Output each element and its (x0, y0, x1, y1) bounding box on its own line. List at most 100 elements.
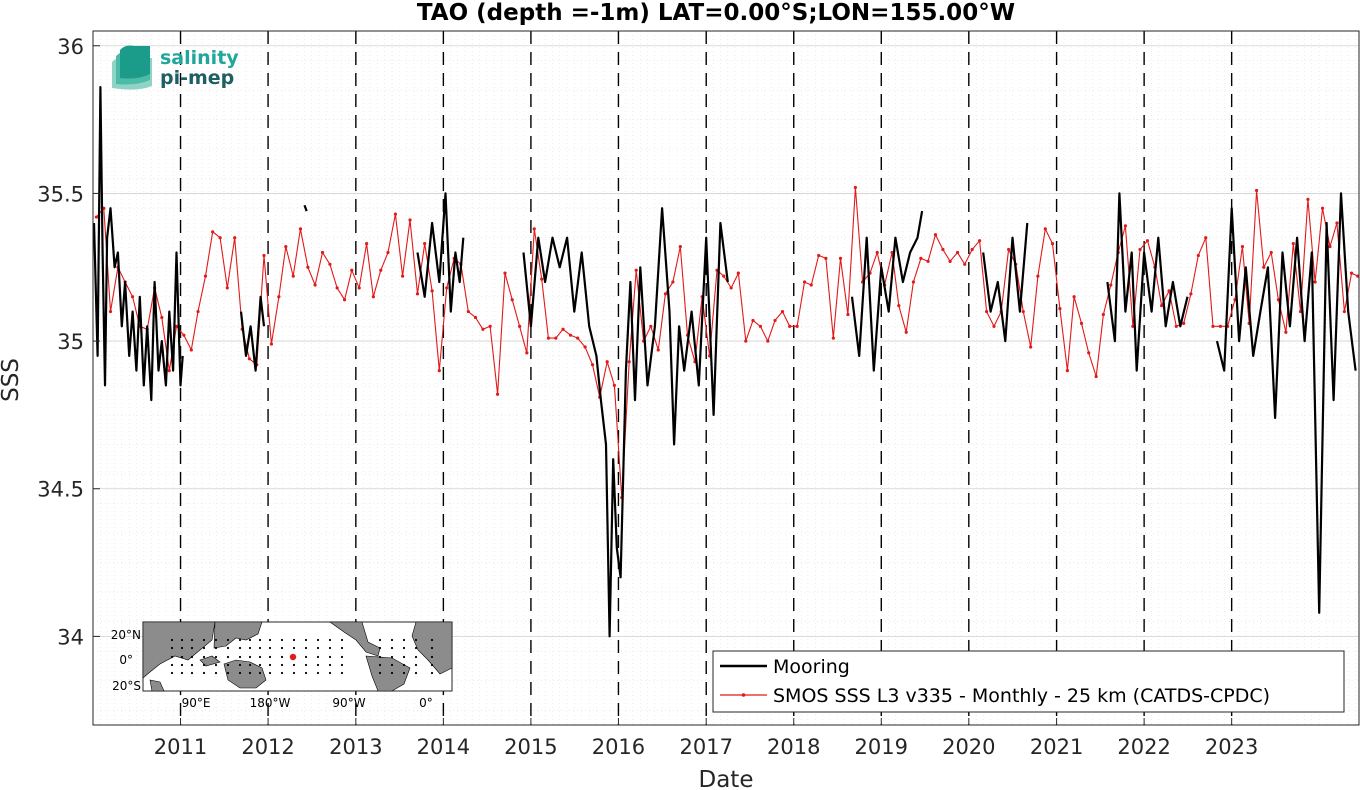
inset-dot (280, 638, 284, 642)
smos-point (911, 280, 916, 284)
smos-point (955, 250, 960, 255)
smos-point (1328, 244, 1332, 249)
smos-point (1240, 244, 1245, 249)
smos-point (350, 268, 354, 272)
smos-point (284, 244, 288, 249)
inset-dot (304, 655, 308, 659)
smos-point (576, 336, 580, 340)
smos-point (634, 268, 638, 272)
smos-point (1269, 250, 1273, 255)
smos-point (1079, 321, 1084, 325)
inset-dot (202, 638, 206, 642)
smos-point (1349, 271, 1354, 275)
inset-dot (328, 671, 332, 675)
smos-point (1043, 227, 1047, 231)
inset-xtick-90w: 90°W (332, 696, 365, 710)
chart-title: TAO (depth =-1m) LAT=0.00°S;LON=155.00°W (417, 0, 1015, 26)
smos-point (291, 274, 295, 278)
smos-point (445, 286, 449, 290)
inset-dot (170, 638, 174, 642)
smos-point (1291, 242, 1295, 246)
smos-point (1276, 298, 1281, 302)
mooring-segment-9 (1215, 192, 1357, 614)
inset-dot (226, 671, 230, 675)
smos-point (1094, 374, 1098, 379)
inset-dot (390, 671, 394, 675)
smos-point (824, 256, 828, 260)
smos-point (167, 369, 171, 373)
inset-landmass-africa-tip (149, 679, 165, 692)
inset-dot (304, 646, 308, 650)
smos-point (218, 236, 222, 240)
smos-point (1306, 197, 1310, 201)
smos-point (758, 324, 763, 328)
mooring-segment-6 (850, 210, 924, 372)
xtick-label-2013: 2013 (329, 735, 382, 759)
inset-dot (248, 671, 252, 675)
inset-dot (190, 646, 194, 650)
xtick-label-2018: 2018 (767, 735, 820, 759)
smos-point (203, 274, 208, 278)
smos-point (612, 383, 616, 387)
inset-dot (292, 663, 296, 667)
inset-ytick-0: 0° (119, 653, 133, 667)
smos-point (488, 324, 492, 328)
smos-point (379, 268, 383, 272)
smos-point (335, 286, 339, 290)
xtick-label-2020: 2020 (942, 735, 995, 759)
inset-dot (214, 671, 218, 675)
smos-point (671, 280, 675, 284)
inset-dot (402, 671, 406, 675)
inset-dot (280, 646, 284, 650)
x-axis-ticks: 2011 2012 2013 2014 2015 2016 2017 2018 2019 2020… (154, 718, 1258, 759)
smos-point (1036, 274, 1040, 278)
inset-dot (390, 646, 394, 650)
smos-point (510, 298, 514, 302)
inset-dot (414, 655, 418, 659)
inset-dot (238, 655, 242, 659)
inset-dot (328, 638, 332, 642)
xtick-label-2019: 2019 (855, 735, 908, 759)
smos-point (627, 360, 631, 364)
smos-point (984, 309, 989, 314)
inset-dot (180, 671, 184, 675)
inset-dot (402, 655, 406, 659)
smos-point (1218, 324, 1222, 328)
smos-point (1058, 307, 1062, 311)
smos-point (518, 324, 522, 328)
inset-landmass-south-america (365, 655, 411, 692)
smos-point (328, 262, 332, 266)
smos-point (802, 280, 807, 284)
mooring-segment-2 (239, 295, 266, 372)
inset-dot (340, 671, 344, 675)
smos-point (948, 259, 952, 263)
smos-point (473, 315, 478, 320)
inset-dot (202, 663, 206, 667)
smos-point (1174, 324, 1178, 328)
smos-point (415, 292, 420, 296)
xtick-label-2022: 2022 (1117, 735, 1170, 759)
smos-point (1254, 188, 1259, 193)
smos-point (1313, 280, 1317, 284)
inset-dot (430, 646, 434, 650)
inset-dot (378, 646, 382, 650)
logo-line2: pi-mep (160, 67, 234, 89)
smos-point (1335, 221, 1339, 225)
smos-point (890, 250, 894, 255)
inset-dot (180, 646, 184, 650)
smos-point (605, 360, 609, 364)
smos-point (656, 348, 660, 352)
smos-point (174, 324, 179, 328)
inset-dot (340, 638, 344, 642)
salinity-pi-mep-logo: salinity pi-mep (112, 45, 239, 90)
smos-point (182, 333, 186, 337)
inset-dot (402, 638, 406, 642)
smos-point (1050, 242, 1055, 246)
smos-point (466, 309, 470, 314)
inset-dot (316, 646, 320, 650)
smos-point (401, 274, 405, 278)
smos-point (189, 348, 193, 352)
xtick-label-2012: 2012 (241, 735, 294, 759)
inset-dot (292, 638, 296, 642)
